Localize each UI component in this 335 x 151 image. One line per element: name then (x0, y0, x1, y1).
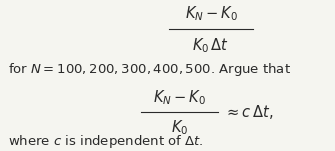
Text: for $N = 100, 200, 300, 400, 500$. Argue that: for $N = 100, 200, 300, 400, 500$. Argue… (8, 61, 291, 78)
Text: $\approx c\,\Delta t,$: $\approx c\,\Delta t,$ (224, 103, 274, 122)
Text: $K_0\,\Delta t$: $K_0\,\Delta t$ (193, 36, 229, 55)
Text: $K_0$: $K_0$ (171, 118, 188, 137)
Text: where $c$ is independent of $\Delta t$.: where $c$ is independent of $\Delta t$. (8, 133, 204, 150)
Text: $K_N - K_0$: $K_N - K_0$ (185, 4, 238, 23)
Text: $K_N - K_0$: $K_N - K_0$ (153, 88, 206, 107)
